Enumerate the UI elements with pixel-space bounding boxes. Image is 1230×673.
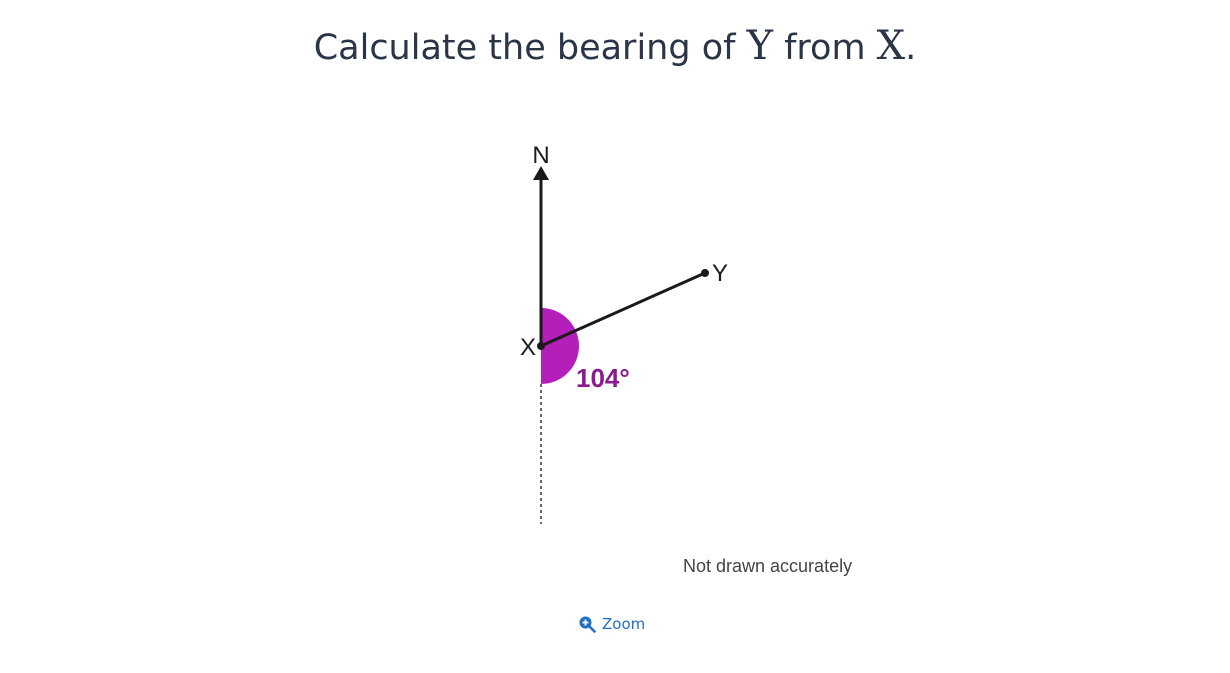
point-x-label: X bbox=[520, 334, 536, 361]
zoom-button[interactable]: Zoom bbox=[578, 610, 645, 638]
point-x-symbol: X bbox=[876, 23, 906, 69]
point-x-dot bbox=[537, 342, 545, 350]
not-accurate-note: Not drawn accurately bbox=[683, 556, 852, 576]
north-arrow-icon bbox=[533, 166, 549, 180]
question-prefix: Calculate the bearing of bbox=[313, 28, 747, 68]
angle-label: 104° bbox=[576, 363, 630, 393]
north-label: N bbox=[532, 142, 549, 169]
question-suffix: . bbox=[905, 28, 917, 68]
line-x-to-y bbox=[540, 271, 706, 348]
zoom-label: Zoom bbox=[602, 615, 646, 633]
question-text: Calculate the bearing of Y from X. bbox=[0, 18, 1230, 76]
point-y-symbol: Y bbox=[746, 23, 773, 69]
zoom-in-icon bbox=[578, 615, 596, 633]
question-middle: from bbox=[772, 28, 877, 68]
angle-sector bbox=[541, 308, 579, 384]
point-y-dot bbox=[701, 269, 709, 277]
point-y-label: Y bbox=[712, 260, 728, 287]
